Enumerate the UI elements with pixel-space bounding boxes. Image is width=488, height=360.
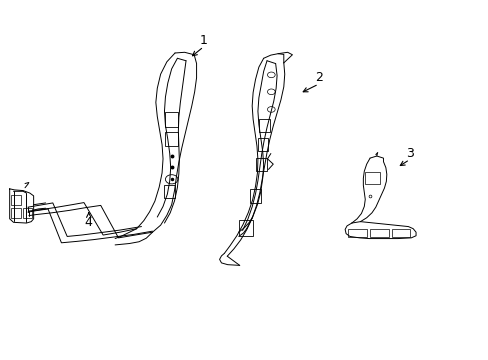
Bar: [391, 229, 409, 237]
Bar: [165, 112, 178, 127]
Bar: [11, 195, 21, 205]
Bar: [11, 208, 21, 218]
Bar: [163, 185, 175, 198]
Text: 4: 4: [84, 216, 93, 229]
Bar: [365, 172, 379, 184]
Bar: [238, 220, 253, 237]
Bar: [23, 208, 32, 218]
Bar: [256, 158, 266, 171]
Bar: [258, 118, 270, 132]
Bar: [369, 229, 388, 237]
Text: 2: 2: [314, 71, 322, 84]
Bar: [250, 189, 260, 203]
Bar: [257, 138, 268, 151]
Bar: [165, 132, 178, 147]
Bar: [347, 229, 366, 237]
Text: 1: 1: [200, 34, 207, 47]
Text: 3: 3: [405, 147, 413, 160]
